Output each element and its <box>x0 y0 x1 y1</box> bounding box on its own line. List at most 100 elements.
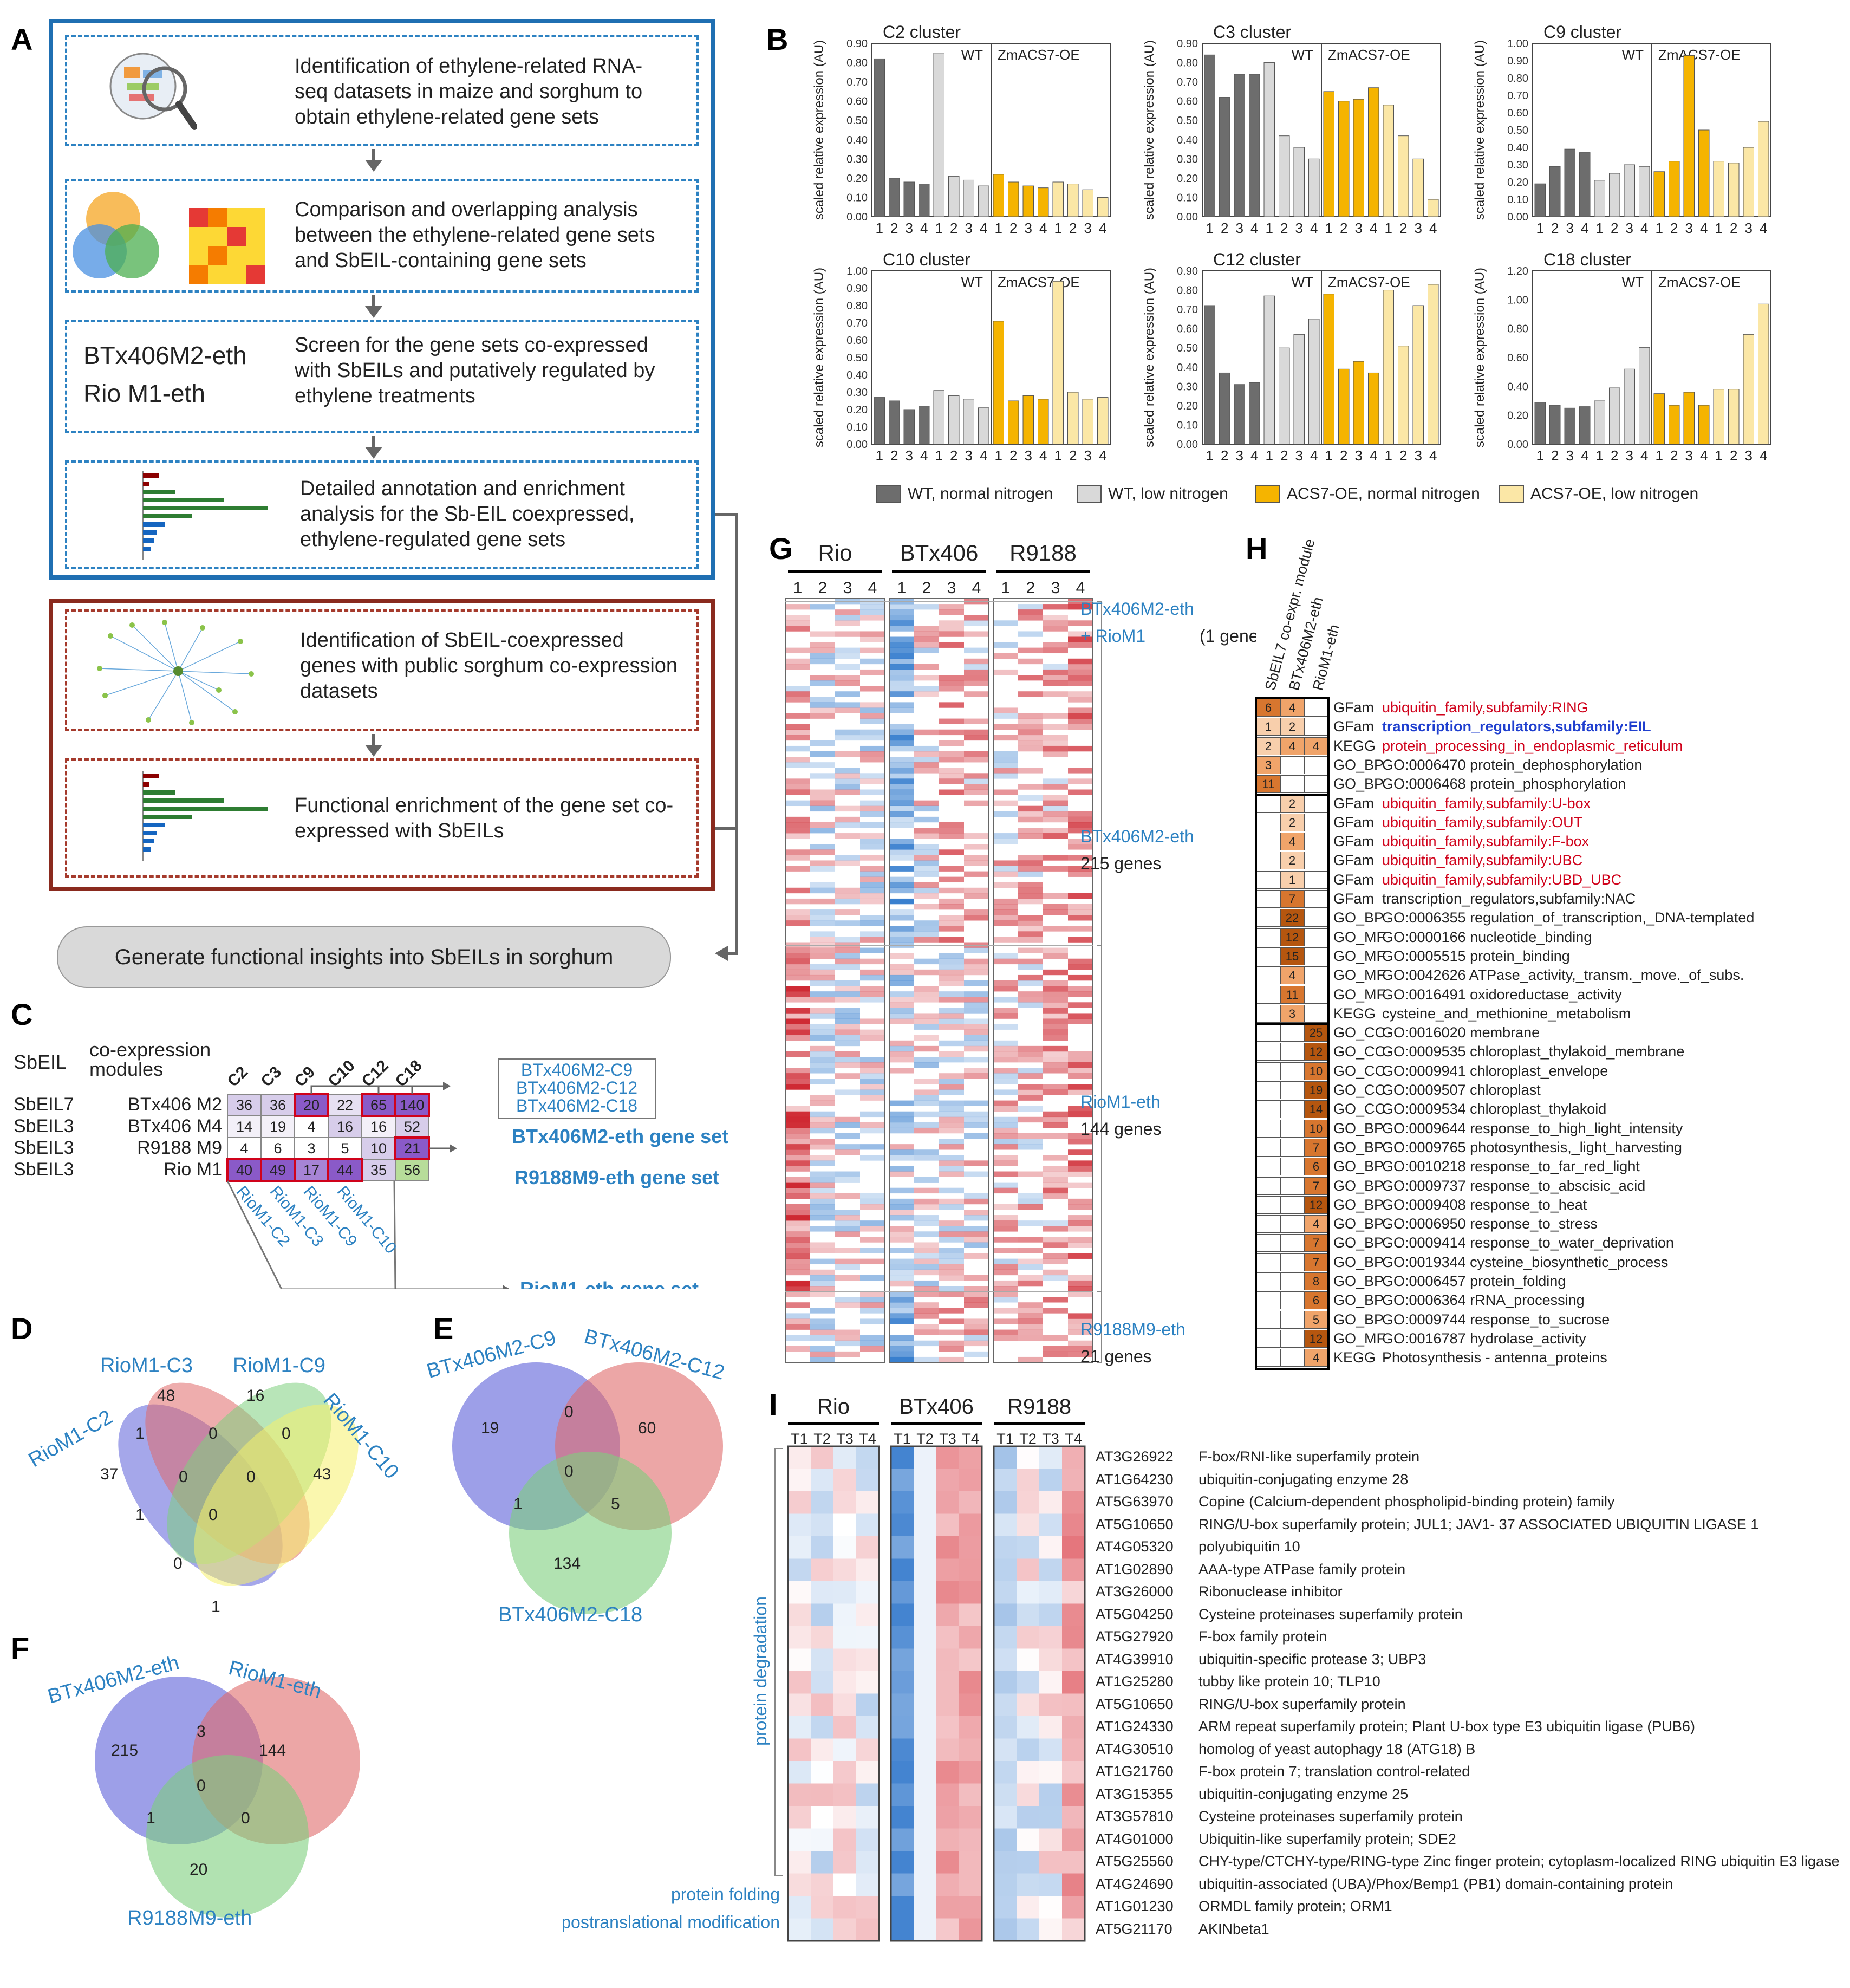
magnifier-icon <box>109 53 197 130</box>
gene-description: Ubiquitin-like superfamily protein; SDE2 <box>1198 1830 1456 1847</box>
term-category: GO_CC <box>1333 1043 1386 1060</box>
heatmap-cell <box>939 920 964 926</box>
heatmap-cell <box>964 1068 989 1074</box>
heatmap-cell <box>889 969 914 976</box>
heatmap-cell <box>785 909 810 915</box>
heatmap-cell <box>889 686 914 692</box>
enrichment-cell: 14 <box>1304 1100 1328 1119</box>
heatmap-cell <box>860 1340 885 1347</box>
set-name: R9188M9-eth <box>1080 1320 1185 1339</box>
heatmap-cell <box>889 1335 914 1341</box>
heatmap-cell <box>914 1089 939 1095</box>
gene-id: AT5G25560 <box>1096 1853 1174 1869</box>
heatmap-cell <box>1062 1446 1085 1469</box>
heatmap-cell <box>1068 986 1093 992</box>
heatmap-cell <box>964 1226 989 1232</box>
column-label: T4 <box>962 1431 979 1447</box>
term-category: GO_BP <box>1333 776 1384 792</box>
heatmap-cell <box>785 626 810 632</box>
x-tick-label: 4 <box>1429 447 1437 464</box>
bar <box>1022 395 1034 445</box>
heatmap-cell <box>1018 855 1043 861</box>
heatmap-cell <box>860 805 885 812</box>
column-label: T3 <box>1042 1431 1059 1447</box>
heatmap-cell <box>889 1171 914 1177</box>
heatmap-cell <box>889 729 914 736</box>
y-tick-label: 0.60 <box>846 335 868 347</box>
heatmap-cell <box>1068 1171 1093 1177</box>
heatmap-cell <box>788 1446 811 1469</box>
heatmap-cell <box>860 609 885 615</box>
heatmap-cell <box>993 1106 1018 1112</box>
column-label: T3 <box>836 1431 854 1447</box>
heatmap-cell <box>939 1356 964 1363</box>
heatmap-cell <box>889 1313 914 1319</box>
heatmap-cell <box>833 1558 856 1581</box>
y-tick-label: 0.40 <box>846 134 868 146</box>
x-tick-label: 3 <box>1236 220 1243 236</box>
x-tick-label: 1 <box>1385 447 1392 464</box>
enrichment-cell <box>1256 1272 1280 1290</box>
gene-description: ubiquitin-associated (UBA)/Phox/Bemp1 (P… <box>1198 1875 1673 1892</box>
down-arrow-icon <box>365 447 382 459</box>
heatmap-cell <box>964 1160 989 1166</box>
panel-label-i: I <box>769 1387 778 1421</box>
heatmap-cell <box>810 947 835 953</box>
column-label: T2 <box>916 1431 934 1447</box>
heatmap-cell <box>785 849 810 855</box>
bar <box>1758 121 1769 217</box>
heatmap-cell <box>1068 1002 1093 1008</box>
enrichment-cell <box>1304 699 1328 717</box>
heatmap-cell <box>1043 745 1068 752</box>
heatmap-cell <box>914 1603 936 1626</box>
bar <box>1204 305 1215 445</box>
heatmap-cell <box>835 1073 860 1079</box>
set-name: BTx406M2-eth <box>1080 827 1194 846</box>
enrichment-cell <box>1256 1024 1280 1042</box>
heatmap-cell <box>835 729 860 736</box>
enrichment-table: SbEIL7 co-expr. module BTx406M2-eth RioM1-… <box>1246 537 1850 1387</box>
heatmap-cell <box>835 1351 860 1357</box>
heatmap-cell <box>1068 778 1093 784</box>
heatmap-cell <box>993 1079 1018 1084</box>
heatmap-cell <box>889 1264 914 1270</box>
heatmap-cell <box>964 1111 989 1118</box>
heatmap-cell <box>1043 1220 1068 1226</box>
heatmap-cell <box>835 1029 860 1036</box>
heatmap-cell <box>914 664 939 670</box>
heatmap-cell <box>856 1783 879 1806</box>
enrichment-cell <box>1256 985 1280 1004</box>
heatmap-cell <box>964 1335 989 1341</box>
heatmap-cell <box>1068 707 1093 713</box>
x-tick-label: 1 <box>1054 447 1062 464</box>
heatmap-cell <box>964 1057 989 1063</box>
heatmap-cell <box>964 1329 989 1335</box>
column-label: 1 <box>793 579 803 597</box>
heatmap-cell <box>914 1062 939 1068</box>
heatmap-cell <box>889 669 914 675</box>
heatmap-cell <box>1068 1166 1093 1172</box>
heatmap-cell <box>993 1144 1018 1150</box>
enrichment-cell: 7 <box>1304 1177 1328 1195</box>
cell-value: 16 <box>337 1119 353 1135</box>
heatmap-cell <box>860 898 885 905</box>
heatmap-cell <box>1018 1051 1043 1057</box>
term-name: ubiquitin_family,subfamily:U-box <box>1382 795 1591 811</box>
heatmap-cell <box>964 1231 989 1237</box>
heatmap-cell <box>1018 980 1043 986</box>
heatmap-cell <box>1068 1149 1093 1155</box>
heatmap-cell <box>1068 620 1093 626</box>
heatmap-cell <box>810 1226 835 1232</box>
heatmap-cell <box>811 1671 833 1694</box>
x-tick-label: 3 <box>1295 447 1303 464</box>
column-label: 3 <box>947 579 956 597</box>
heatmap-cell <box>964 1045 989 1052</box>
enrichment-cell: 12 <box>1304 1196 1328 1214</box>
bar <box>1308 319 1320 445</box>
heatmap-cell <box>810 1008 835 1014</box>
heatmap-cell <box>1043 1308 1068 1314</box>
x-tick-label: 4 <box>1370 447 1377 464</box>
heatmap-cell <box>939 1258 964 1265</box>
module-name: R9188 M9 <box>137 1138 222 1158</box>
